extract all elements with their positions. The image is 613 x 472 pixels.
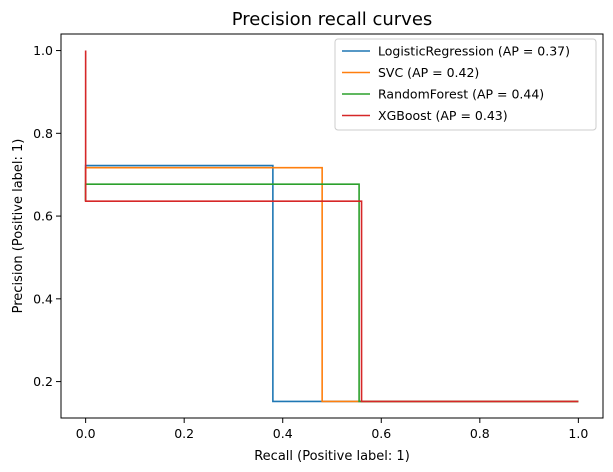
x-axis-label: Recall (Positive label: 1) <box>254 449 410 464</box>
y-tick-label: 1.0 <box>33 43 53 58</box>
y-tick-label: 0.2 <box>33 374 53 389</box>
plot-area <box>60 33 604 419</box>
series-line-1 <box>84 166 579 403</box>
x-tick-label: 1.0 <box>568 426 588 441</box>
y-axis: 0.2 0.4 0.6 0.8 1.0 <box>33 43 61 389</box>
y-tick-label: 0.4 <box>33 291 53 306</box>
legend-items: LogisticRegression (AP = 0.37) SVC (AP = … <box>342 44 570 123</box>
chart-title: Precision recall curves <box>232 9 433 30</box>
plot-frame <box>60 33 604 419</box>
x-tick-label: 0.0 <box>76 426 96 441</box>
y-tick-label: 0.6 <box>33 209 53 224</box>
x-tick-label: 0.6 <box>371 426 391 441</box>
legend-frame <box>334 38 597 131</box>
legend-label: XGBoost (AP = 0.43) <box>378 108 508 123</box>
series-line-2 <box>84 183 579 403</box>
x-axis: 0.0 0.2 0.4 0.6 0.8 1.0 <box>76 418 588 441</box>
legend: LogisticRegression (AP = 0.37) SVC (AP = … <box>334 38 597 131</box>
legend-label: RandomForest (AP = 0.44) <box>378 87 544 102</box>
series-group <box>84 50 579 403</box>
y-axis-label: Precision (Positive label: 1) <box>11 139 26 314</box>
x-tick-label: 0.2 <box>174 426 194 441</box>
y-tick-label: 0.8 <box>33 126 53 141</box>
x-tick-label: 0.4 <box>273 426 293 441</box>
legend-label: SVC (AP = 0.42) <box>378 65 479 80</box>
legend-label: LogisticRegression (AP = 0.37) <box>378 44 570 59</box>
x-tick-label: 0.8 <box>470 426 490 441</box>
series-line-3 <box>84 50 579 403</box>
